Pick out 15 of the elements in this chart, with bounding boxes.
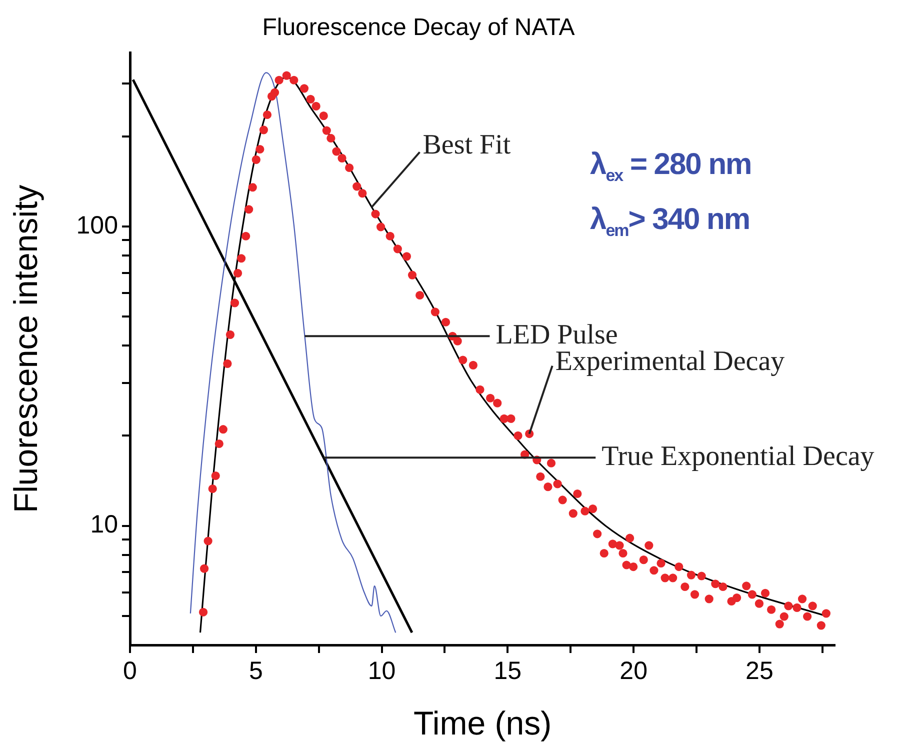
x-tick-label: 25	[746, 656, 774, 685]
x-axis-title: Time (ns)	[413, 704, 552, 742]
x-tick-label: 15	[494, 656, 522, 685]
y-tick-label: 100	[76, 211, 118, 240]
x-tick-label: 5	[248, 656, 263, 685]
y-axis-title: Fluorescence intensity	[6, 184, 44, 514]
x-tick-label: 20	[620, 656, 648, 685]
text: Best Fit	[422, 129, 511, 160]
line-series	[190, 72, 396, 634]
annotation: λ$_{ex}$ = 280 nm	[590, 147, 752, 187]
x-tick-label: 10	[368, 656, 396, 685]
chart-title: Fluorescence Decay of NATA	[262, 14, 575, 42]
annotation: λ$_{em}$> 340 nm	[590, 202, 751, 242]
x-tick-label: 0	[123, 656, 137, 685]
text: True Exponential Decay	[602, 440, 874, 472]
